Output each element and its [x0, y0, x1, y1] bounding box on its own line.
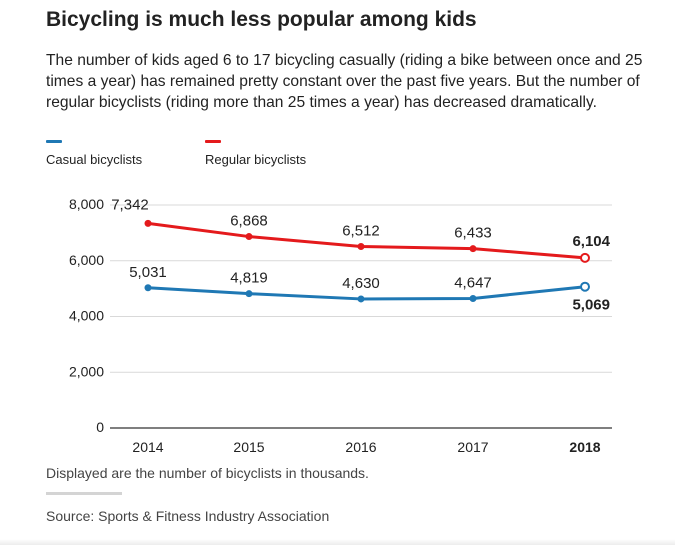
x-tick-label: 2017 [457, 439, 488, 455]
data-label-regular: 7,342 [111, 196, 149, 213]
data-label-casual: 5,069 [572, 297, 610, 314]
data-label-casual: 4,647 [454, 274, 492, 291]
data-label-regular: 6,104 [572, 233, 610, 250]
legend-item-casual: Casual bicyclists [46, 140, 142, 167]
data-point-regular [144, 219, 152, 227]
data-point-regular [469, 245, 477, 253]
data-point-casual [580, 281, 590, 292]
x-tick-label: 2018 [569, 439, 600, 455]
legend-swatch-regular [205, 140, 221, 143]
y-tick-label: 6,000 [69, 252, 104, 268]
data-point-regular [245, 233, 253, 241]
y-tick-label: 2,000 [69, 363, 104, 379]
data-point-casual [469, 294, 477, 302]
chart-title: Bicycling is much less popular among kid… [46, 8, 477, 31]
bottom-fade [0, 539, 675, 545]
chart-note: Displayed are the number of bicyclists i… [46, 465, 369, 481]
divider [46, 492, 122, 495]
data-label-casual: 4,819 [230, 270, 268, 287]
x-tick-label: 2015 [233, 439, 264, 455]
legend-item-regular: Regular bicyclists [205, 140, 306, 167]
data-point-casual [144, 284, 152, 292]
source-credit: Source: Sports & Fitness Industry Associ… [46, 508, 330, 524]
data-label-regular: 6,868 [230, 213, 268, 230]
data-label-casual: 4,630 [342, 275, 380, 292]
legend-label-regular: Regular bicyclists [205, 152, 307, 167]
x-tick-label: 2014 [132, 439, 163, 455]
chart-subtitle: The number of kids aged 6 to 17 bicyclin… [46, 52, 643, 111]
data-point-regular [580, 252, 590, 263]
data-label-regular: 6,433 [454, 225, 492, 242]
legend-swatch-casual [46, 140, 62, 143]
data-point-casual [357, 295, 365, 303]
data-point-regular [357, 242, 365, 250]
x-tick-label: 2016 [345, 439, 376, 455]
legend-label-casual: Casual bicyclists [46, 152, 143, 167]
y-tick-label: 8,000 [69, 196, 104, 212]
data-point-casual [245, 290, 253, 298]
y-tick-label: 0 [96, 419, 104, 435]
data-label-regular: 6,512 [342, 222, 380, 239]
y-tick-label: 4,000 [69, 308, 104, 324]
data-label-casual: 5,031 [129, 264, 167, 281]
